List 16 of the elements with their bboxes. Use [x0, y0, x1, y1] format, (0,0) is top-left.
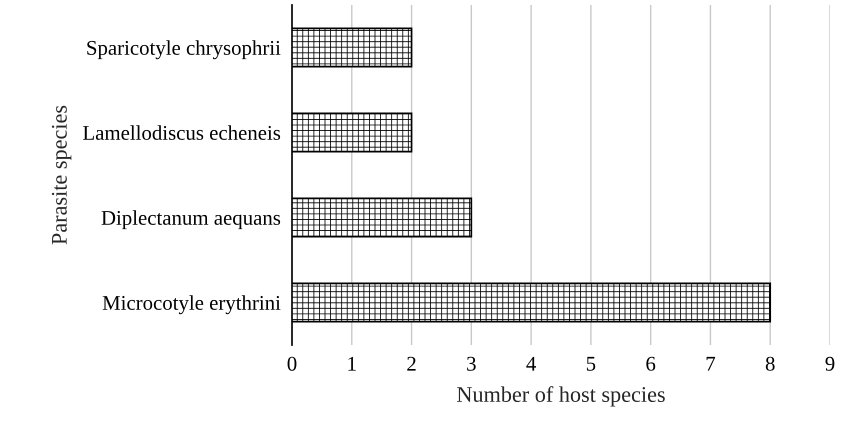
y-axis-title: Parasite species	[52, 106, 72, 244]
x-tick-label: 4	[526, 356, 536, 371]
y-tick-label: Diplectanum aequans	[102, 210, 280, 230]
x-tick-label: 7	[706, 356, 716, 371]
x-tick-label: 0	[288, 356, 296, 371]
x-tick-label: 9	[825, 356, 834, 371]
y-tick-label: Microcotyle erythrini	[102, 295, 280, 314]
x-tick-label: 6	[646, 356, 656, 371]
x-tick-label: 5	[586, 356, 596, 371]
x-tick-label: 3	[467, 356, 476, 371]
x-axis-title: Number of host species	[457, 386, 665, 406]
y-tick-label: Sparicotyle chrysophrii	[87, 40, 280, 60]
x-tick-label: 8	[766, 356, 775, 371]
y-tick-label: Lamellodiscus echeneis	[83, 125, 280, 140]
x-tick-label: 1	[348, 356, 356, 371]
x-tick-label: 2	[407, 356, 416, 371]
